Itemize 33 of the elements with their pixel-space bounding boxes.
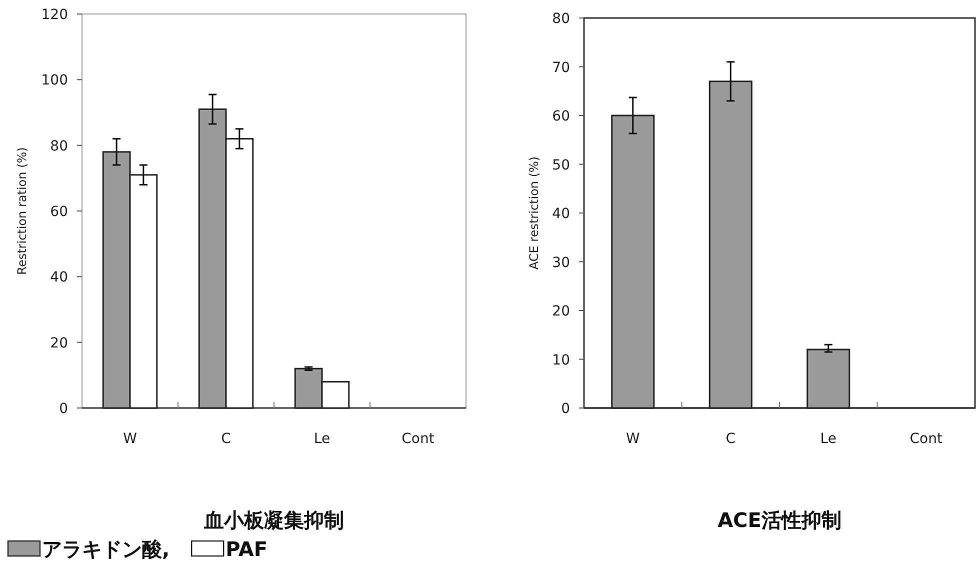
y-tick-label: 20 <box>552 304 570 320</box>
legend-label: PAF <box>226 537 268 561</box>
y-axis-title: Restriction ration (%) <box>15 147 29 275</box>
y-tick-label: 10 <box>552 352 570 368</box>
bar <box>806 348 850 409</box>
y-tick-label: 80 <box>552 11 570 27</box>
y-tick-label: 60 <box>552 108 570 124</box>
y-tick-label: 70 <box>552 60 570 76</box>
y-tick-label: 30 <box>552 254 570 271</box>
y-tick-label: 40 <box>552 206 570 222</box>
x-tick-label: C <box>726 431 736 447</box>
y-tick-label: 80 <box>50 138 68 154</box>
x-tick-label: C <box>221 431 232 447</box>
y-tick-label: 60 <box>50 204 68 220</box>
y-tick-label: 50 <box>552 157 570 174</box>
y-tick-label: 0 <box>59 401 68 417</box>
y-tick-label: 100 <box>41 72 68 89</box>
y-tick-label: 120 <box>41 7 68 23</box>
y-tick-label: 40 <box>50 270 68 286</box>
x-tick-label: Le <box>314 431 330 447</box>
x-tick-label: W <box>626 431 640 447</box>
text: ACE活性抑制 <box>718 508 842 532</box>
x-tick-label: Le <box>820 431 836 447</box>
y-tick-label: 0 <box>561 401 570 417</box>
x-tick-label: Cont <box>910 431 943 447</box>
y-tick-label: 20 <box>50 335 68 352</box>
legend-label: アラキドン酸, <box>42 537 170 561</box>
bar <box>611 114 655 409</box>
x-tick-label: W <box>123 431 138 447</box>
bar <box>708 80 752 409</box>
y-axis-title: ACE restriction (%) <box>527 156 541 270</box>
x-tick-label: Cont <box>402 431 435 447</box>
text: 血小板凝集抑制 <box>203 508 344 532</box>
